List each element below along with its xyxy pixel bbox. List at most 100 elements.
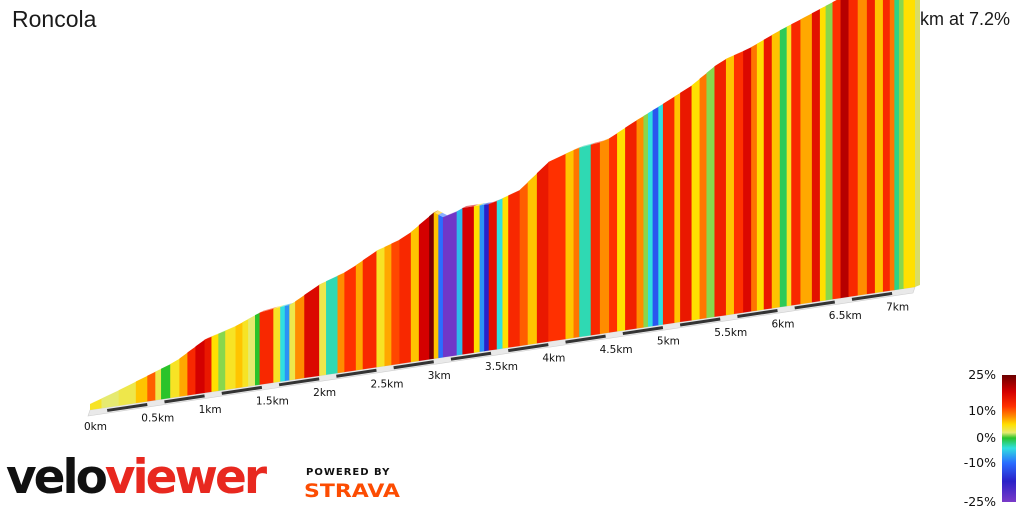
axis-tick-label: 4km — [542, 353, 565, 365]
gradient-band — [733, 51, 744, 314]
gradient-band — [179, 352, 188, 397]
gradient-band — [384, 243, 392, 367]
gradient-band — [355, 260, 364, 371]
legend-label: 25% — [968, 367, 996, 382]
gradient-band-top — [488, 198, 502, 205]
gradient-band — [295, 295, 305, 380]
legend-label: 10% — [968, 403, 996, 418]
gradient-band-top — [832, 0, 837, 3]
gradient-band — [573, 147, 580, 338]
gradient-band — [819, 5, 827, 302]
gradient-band — [344, 265, 357, 373]
gradient-band — [866, 0, 876, 295]
logo-velo: velo — [6, 450, 108, 505]
gradient-band-top — [438, 212, 448, 218]
legend-label: -25% — [964, 494, 996, 509]
gradient-band — [832, 0, 841, 300]
gradient-band — [508, 189, 521, 348]
legend-label: 0% — [976, 430, 996, 445]
profile-edges — [915, 0, 920, 287]
gradient-band — [548, 153, 566, 342]
gradient-band — [284, 304, 290, 381]
gradient-band — [840, 0, 849, 299]
axis-tick-label: 6.5km — [829, 310, 862, 322]
gradient-band — [242, 319, 249, 388]
gradient-band-top — [573, 145, 584, 150]
gradient-band — [848, 0, 859, 297]
axis-segment — [679, 317, 721, 327]
gradient-band — [691, 78, 700, 321]
axis-segment — [336, 368, 377, 378]
gradient-band — [376, 246, 385, 368]
legend-label: -10% — [964, 455, 996, 470]
gradient-band — [410, 225, 420, 363]
gradient-band-top — [433, 210, 443, 215]
gradient-band — [825, 2, 833, 301]
axis-segment — [508, 343, 549, 353]
gradient-band — [442, 211, 458, 358]
axis-tick-label: 7km — [886, 301, 909, 313]
gradient-band-top — [280, 303, 290, 308]
gradient-band — [155, 368, 162, 401]
gradient-band — [636, 115, 644, 329]
gradient-band — [118, 381, 137, 406]
axis-segment — [164, 394, 205, 404]
gradient-band — [779, 26, 788, 308]
gradient-band — [609, 133, 618, 333]
gradient-band — [519, 182, 529, 346]
gradient-band — [800, 13, 813, 305]
gradient-band — [496, 198, 503, 350]
gradient-band — [889, 0, 895, 291]
axis-tick-label: 6km — [772, 319, 795, 331]
gradient-band-top — [548, 151, 570, 163]
gradient-band-top — [304, 282, 324, 296]
axis-tick-label: 5km — [657, 336, 680, 348]
gradient-bands — [90, 0, 916, 410]
gradient-band — [280, 305, 286, 382]
axis-tick-label: 4.5km — [600, 344, 633, 356]
strava-logo[interactable]: STRAVA — [304, 481, 400, 503]
gradient-band — [187, 346, 196, 396]
distance-axis: 0km 0.5km 1km 1.5km 2km 2.5km 3km 3.5km 4km 4.5km… — [84, 291, 909, 433]
gradient-band — [304, 284, 320, 379]
gradient-band — [658, 103, 664, 326]
gradient-band — [462, 206, 475, 355]
gradient-band — [147, 371, 156, 402]
gradient-band — [90, 398, 102, 410]
axis-tick-label: 1.5km — [256, 395, 289, 407]
veloviewer-logo[interactable]: veloviewer — [6, 448, 267, 508]
gradient-band-top — [118, 379, 141, 391]
axis-tick-label: 3.5km — [485, 361, 518, 373]
gradient-band-top — [259, 306, 278, 313]
gradient-band-top — [462, 204, 479, 208]
gradient-band — [565, 149, 574, 340]
gradient-band — [857, 0, 868, 296]
gradient-band — [218, 330, 226, 391]
gradient-band — [763, 34, 773, 310]
axis-segment — [737, 309, 778, 318]
gradient-band — [756, 39, 765, 311]
gradient-band — [259, 308, 274, 385]
gradient-band — [161, 364, 171, 400]
gradient-band — [898, 0, 904, 290]
axis-segment — [106, 402, 148, 412]
gradient-band — [484, 204, 490, 352]
axis-segment — [851, 291, 893, 301]
gradient-band — [456, 207, 463, 356]
axis-segment — [622, 326, 664, 336]
gradient-band — [599, 138, 610, 334]
powered-by-label: POWERED BY — [306, 467, 391, 478]
gradient-band-top — [479, 202, 489, 206]
segment-title: Roncola — [12, 6, 97, 32]
axis-segment — [794, 300, 836, 310]
gradient-band — [273, 307, 281, 383]
gradient-band — [662, 96, 675, 325]
axis-segment — [278, 377, 320, 387]
gradient-band — [625, 120, 637, 331]
gradient-band — [617, 127, 626, 332]
gradient-band-top — [590, 140, 605, 145]
gradient-band — [319, 281, 327, 376]
profile-end-face — [915, 0, 920, 287]
gradient-band — [811, 8, 821, 303]
